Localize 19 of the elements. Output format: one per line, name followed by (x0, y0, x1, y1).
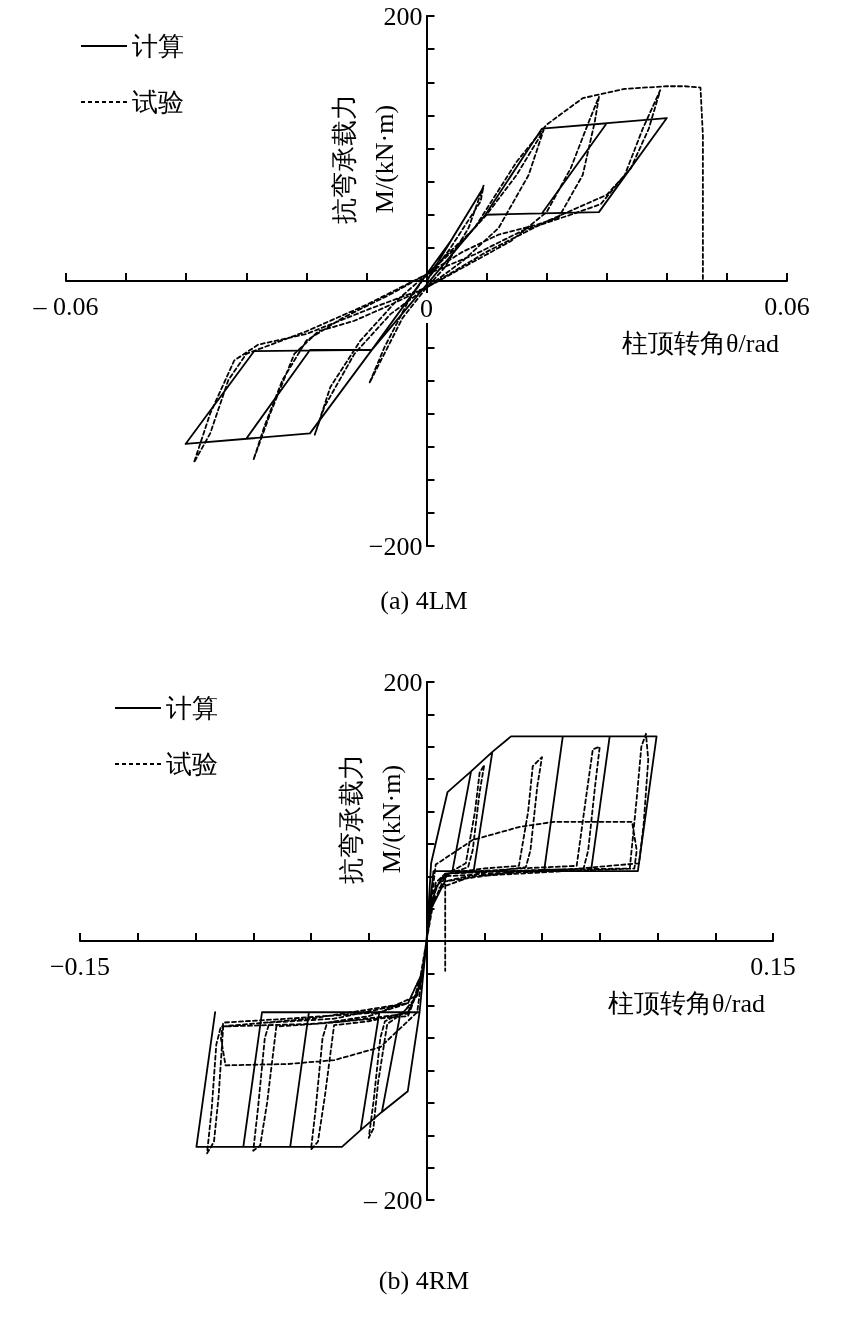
x-tick-label: – 0.06 (32, 291, 99, 321)
x-tick-label: 0.06 (764, 291, 810, 321)
y-tick-label: −200 (368, 531, 423, 561)
y-tick-label: 200 (383, 1, 423, 31)
x-tick-label: 0.15 (750, 951, 796, 981)
legend-label: 试验 (166, 749, 218, 779)
y-axis-title: 抗弯承载力 M/(kN·m) (337, 754, 406, 884)
legend-label: 计算 (132, 31, 184, 61)
x-tick-label: 0 (420, 293, 433, 323)
y-tick-label: – 200 (363, 1185, 423, 1215)
legend-label: 计算 (166, 693, 218, 723)
x-tick-label: −0.15 (49, 951, 111, 981)
text: (a) 4LM (380, 585, 468, 615)
x-axis-title: 柱顶转角θ/rad (622, 328, 779, 358)
text: (b) 4RM (378, 1265, 470, 1295)
legend-label: 试验 (132, 87, 184, 117)
y-tick-label: 200 (383, 667, 423, 697)
x-axis-title: 柱顶转角θ/rad (608, 988, 765, 1018)
y-axis-title: 抗弯承载力 M/(kN·m) (330, 94, 399, 224)
